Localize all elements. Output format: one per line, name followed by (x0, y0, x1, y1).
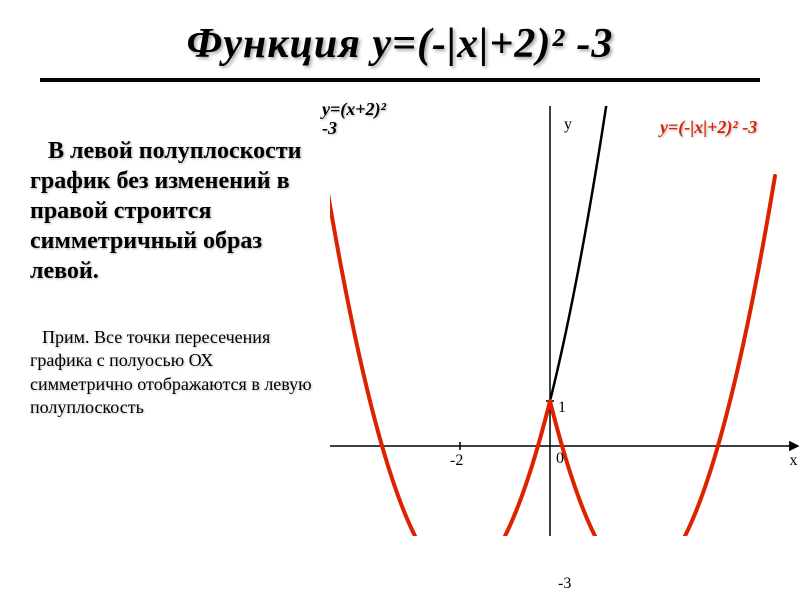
tick-label: 1 (558, 399, 566, 417)
slide: Функция у=(-|х|+2)² -3 В левой полуплоск… (0, 0, 800, 600)
base-parabola-label: у=(х+2)² -3 (322, 100, 386, 138)
slide-title: Функция у=(-|х|+2)² -3 (30, 20, 770, 68)
x-axis-label: x (790, 452, 798, 470)
text-column: В левой полуплоскости график без изменен… (30, 106, 330, 536)
body-row: В левой полуплоскости график без изменен… (30, 106, 770, 536)
y-axis-label: y (564, 116, 572, 134)
main-paragraph: В левой полуплоскости график без изменен… (30, 136, 320, 286)
title-underline (40, 78, 760, 82)
tick-label: -2 (450, 452, 463, 470)
abs-parabola-label: у=(-|х|+2)² -3 (660, 118, 757, 137)
note-paragraph: Прим. Все точки пересечения графика с по… (30, 326, 320, 420)
tick-label: -3 (558, 575, 571, 593)
origin-label: 0 (556, 450, 564, 468)
chart-area: у=(х+2)² -3 у=(-|х|+2)² -3 y x 0 1 -2 -3 (330, 106, 770, 536)
chart-svg (330, 106, 800, 536)
